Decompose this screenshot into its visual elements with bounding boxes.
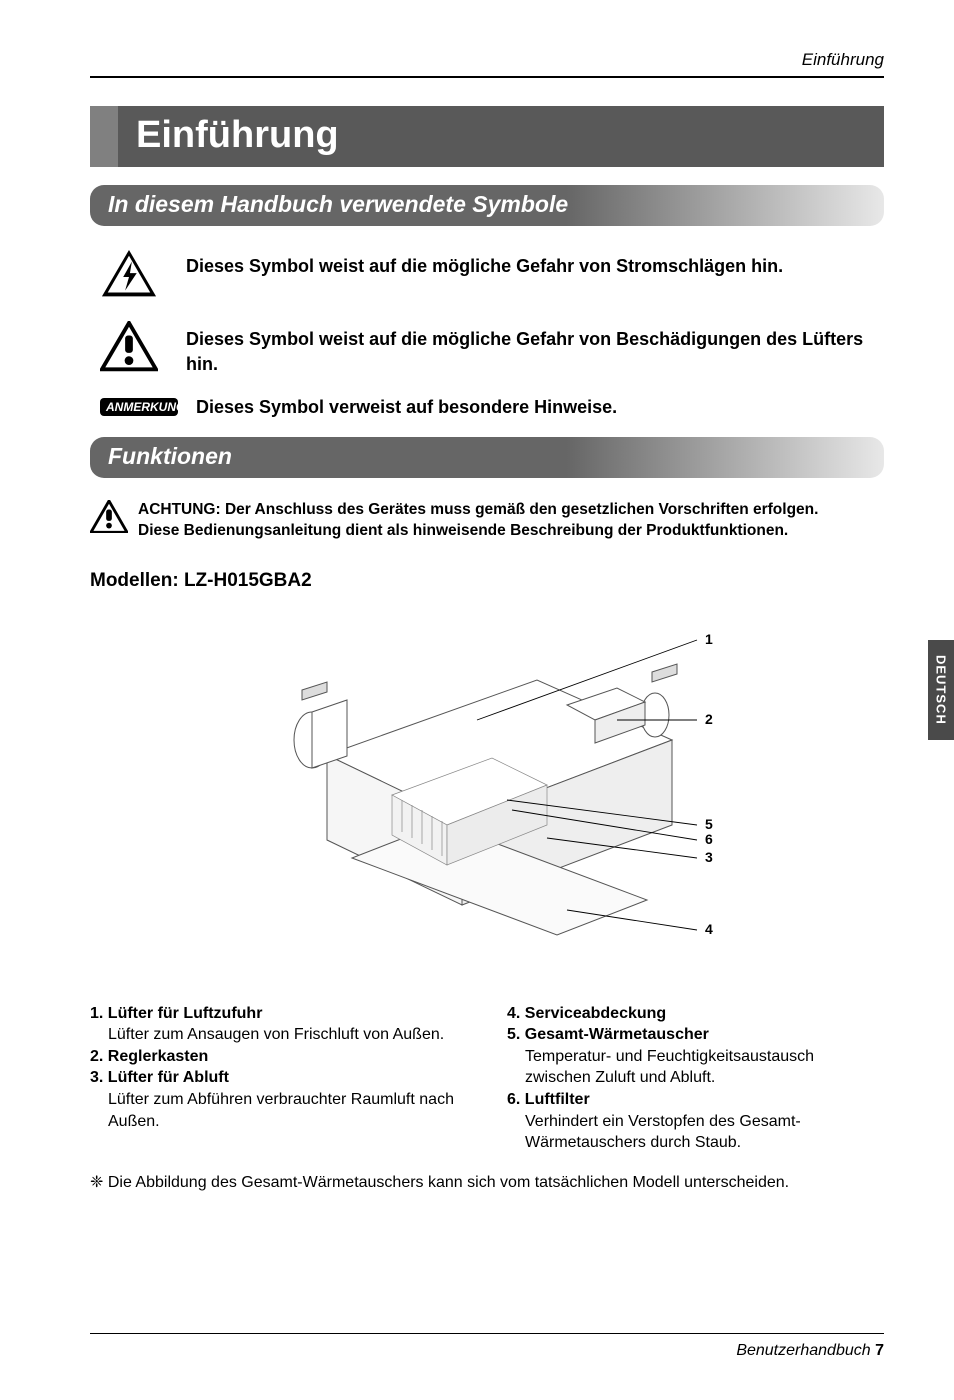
page-title: Einführung xyxy=(118,106,884,167)
note-badge: ANMERKUNG xyxy=(100,398,178,416)
callout-4: 4 xyxy=(705,921,713,937)
section-functions-heading: Funktionen xyxy=(90,437,884,478)
symbol-damage-text: Dieses Symbol weist auf die mögliche Gef… xyxy=(186,321,884,376)
symbol-row-note: ANMERKUNG Dieses Symbol verweist auf bes… xyxy=(90,395,884,419)
part-5-num: 5. xyxy=(507,1026,520,1043)
parts-col-right: 4. Serviceabdeckung 5. Gesamt-Wärmetausc… xyxy=(507,1003,884,1154)
part-4-num: 4. xyxy=(507,1005,520,1022)
part-3-num: 3. xyxy=(90,1069,103,1086)
achtung-line1: ACHTUNG: Der Anschluss des Gerätes muss … xyxy=(138,500,818,521)
footnote-marker: ❈ xyxy=(90,1174,103,1191)
part-3-desc: Lüfter zum Abführen verbrauchter Raumluf… xyxy=(90,1089,467,1132)
footnote: ❈ Die Abbildung des Gesamt-Wärmetauscher… xyxy=(90,1172,884,1194)
achtung-icon xyxy=(90,500,128,538)
parts-col-left: 1. Lüfter für Luftzufuhr Lüfter zum Ansa… xyxy=(90,1003,467,1154)
symbol-note-text: Dieses Symbol verweist auf besondere Hin… xyxy=(196,395,617,419)
callout-2: 2 xyxy=(705,711,713,727)
achtung-line2: Diese Bedienungsanleitung dient als hinw… xyxy=(138,521,818,542)
section-symbols-heading: In diesem Handbuch verwendete Symbole xyxy=(90,185,884,226)
part-1-title: Lüfter für Luftzufuhr xyxy=(108,1005,263,1022)
footer-page: 7 xyxy=(875,1342,884,1359)
header-rule xyxy=(90,76,884,78)
header-section-label: Einführung xyxy=(90,50,884,70)
part-1-desc: Lüfter zum Ansaugen von Frischluft von A… xyxy=(90,1024,467,1046)
part-6-num: 6. xyxy=(507,1091,520,1108)
part-6-title: Luftfilter xyxy=(525,1091,590,1108)
symbol-row-damage: Dieses Symbol weist auf die mögliche Gef… xyxy=(90,321,884,376)
symbol-row-shock: Dieses Symbol weist auf die mögliche Gef… xyxy=(90,248,884,303)
language-tab: DEUTSCH xyxy=(928,640,954,740)
title-accent xyxy=(90,106,118,167)
warning-icon xyxy=(100,321,158,376)
achtung-row: ACHTUNG: Der Anschluss des Gerätes muss … xyxy=(90,500,884,542)
footnote-text: Die Abbildung des Gesamt-Wärmetauschers … xyxy=(108,1174,789,1191)
callout-5: 5 xyxy=(705,816,713,832)
callout-6: 6 xyxy=(705,831,713,847)
part-2-title: Reglerkasten xyxy=(108,1048,209,1065)
part-5-desc: Temperatur- und Feuchtigkeitsaustausch z… xyxy=(507,1046,884,1089)
page-footer: Benutzerhandbuch 7 xyxy=(90,1333,884,1360)
part-5-title: Gesamt-Wärmetauscher xyxy=(525,1026,709,1043)
part-3-title: Lüfter für Abluft xyxy=(108,1069,229,1086)
callout-3: 3 xyxy=(705,849,713,865)
product-diagram: 1 2 5 6 3 4 xyxy=(90,610,884,985)
page-title-bar: Einführung xyxy=(90,106,884,167)
parts-list: 1. Lüfter für Luftzufuhr Lüfter zum Ansa… xyxy=(90,1003,884,1154)
callout-1: 1 xyxy=(705,631,713,647)
note-badge-wrap: ANMERKUNG xyxy=(100,398,178,416)
shock-icon xyxy=(100,248,158,303)
model-heading: Modellen: LZ-H015GBA2 xyxy=(90,570,884,592)
part-4-title: Serviceabdeckung xyxy=(525,1005,666,1022)
part-2-num: 2. xyxy=(90,1048,103,1065)
part-6-desc: Verhindert ein Verstopfen des Gesamt-Wär… xyxy=(507,1111,884,1154)
footer-rule xyxy=(90,1333,884,1334)
symbol-shock-text: Dieses Symbol weist auf die mögliche Gef… xyxy=(186,248,783,278)
footer-label: Benutzerhandbuch xyxy=(736,1342,870,1359)
achtung-text: ACHTUNG: Der Anschluss des Gerätes muss … xyxy=(138,500,818,542)
part-1-num: 1. xyxy=(90,1005,103,1022)
